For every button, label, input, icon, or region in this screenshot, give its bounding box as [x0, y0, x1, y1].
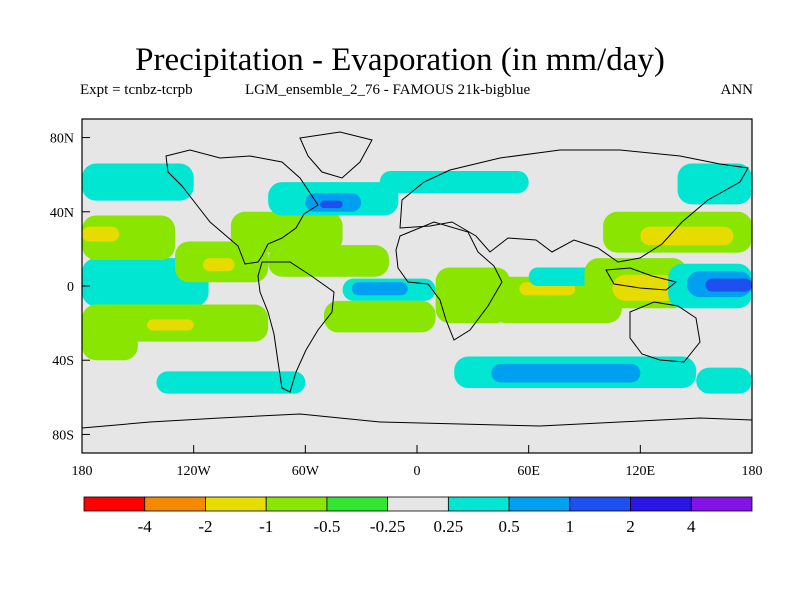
colorbar-swatch — [205, 496, 267, 512]
colorbar-swatch — [326, 496, 389, 512]
coastline-africa — [395, 221, 503, 341]
colorbar-label: 0.25 — [433, 517, 463, 536]
field-region-north-pacific-wet — [82, 163, 194, 201]
field-region-nw-pacific-wet — [677, 163, 752, 205]
x-tick-label: 60W — [292, 464, 320, 479]
y-tick-label: 80N — [50, 132, 74, 147]
coastline-eurasia — [399, 149, 749, 263]
colorbar-swatch — [387, 496, 449, 512]
colorbar-label: 1 — [566, 517, 575, 536]
field-region-north-pacific-dry-core — [82, 226, 120, 242]
coastline-south-america — [257, 261, 335, 393]
field-region-south-pacific-storm-track — [156, 371, 306, 394]
field-region-africa-east-dry — [435, 267, 511, 324]
coastline-antarctica — [81, 413, 753, 429]
x-tick-label: 180 — [742, 464, 763, 479]
colorbar-label: 4 — [687, 517, 696, 536]
colorbar-swatch — [265, 496, 328, 512]
coastline-greenland — [299, 131, 373, 179]
experiment-label: Expt = tcnbz-tcrpb — [80, 82, 193, 98]
field-region-north-atlantic-dry — [230, 211, 343, 253]
colorbar-label: 0.5 — [498, 517, 519, 536]
colorbar-swatch — [569, 496, 631, 512]
y-tick-label: 40S — [52, 354, 74, 369]
x-tick-label: 60E — [517, 464, 540, 479]
field-region-south-pacific-storm-track-east — [696, 367, 752, 394]
y-tick-label: 80S — [52, 428, 74, 443]
colorbar-swatch — [508, 496, 571, 512]
field-region-europe-wet — [379, 170, 529, 194]
field-region-indian-ocean-wet — [528, 267, 594, 286]
colorbar-label: -0.25 — [370, 517, 405, 536]
y-tick-label: 0 — [67, 280, 74, 295]
field-region-south-pacific-dry-core — [147, 319, 194, 331]
field-region-west-pacific-itcz-max — [705, 278, 752, 292]
x-tick-label: 0 — [414, 464, 421, 479]
colorbar-label: -0.5 — [313, 517, 340, 536]
colorbar-swatch — [83, 496, 146, 512]
colorbar-label: -2 — [198, 517, 212, 536]
coastline-australia — [629, 301, 701, 363]
field-region-central-america-dry-core — [202, 258, 235, 272]
field-region-maritime-continent-dry-core — [612, 274, 678, 301]
field-region-east-asia-dry-core — [640, 226, 734, 246]
field-region-atlantic-itcz-core — [351, 282, 408, 296]
coastline-maritime-continent — [605, 267, 678, 291]
x-tick-label: 120E — [626, 464, 656, 479]
coastline-north-america — [165, 149, 319, 265]
run-label: LGM_ensemble_2_76 - FAMOUS 21k-bigblue — [245, 82, 531, 98]
season-label: ANN — [720, 82, 754, 98]
colorbar-swatch — [447, 496, 510, 512]
field-region-southern-ocean-wet-core — [491, 363, 641, 383]
y-tick-label: 40N — [50, 206, 74, 221]
colorbar-label: -1 — [259, 517, 273, 536]
field-region-south-pacific-dry-2 — [82, 313, 138, 361]
colorbar-swatch — [144, 496, 206, 512]
chart-title: Precipitation - Evaporation (in mm/day) — [135, 42, 665, 78]
x-tick-label: 120W — [177, 464, 212, 479]
colorbar-label: -4 — [138, 517, 153, 536]
colorbar-label: 2 — [626, 517, 635, 536]
field-region-south-atlantic-dry — [323, 300, 436, 333]
x-tick-label: 180 — [72, 464, 93, 479]
colorbar-swatch — [690, 496, 753, 512]
colorbar-swatch — [630, 496, 692, 512]
field-region-north-atlantic-storm-track-max — [320, 200, 343, 209]
field-region-subtropical-atlantic-dry — [268, 245, 390, 277]
